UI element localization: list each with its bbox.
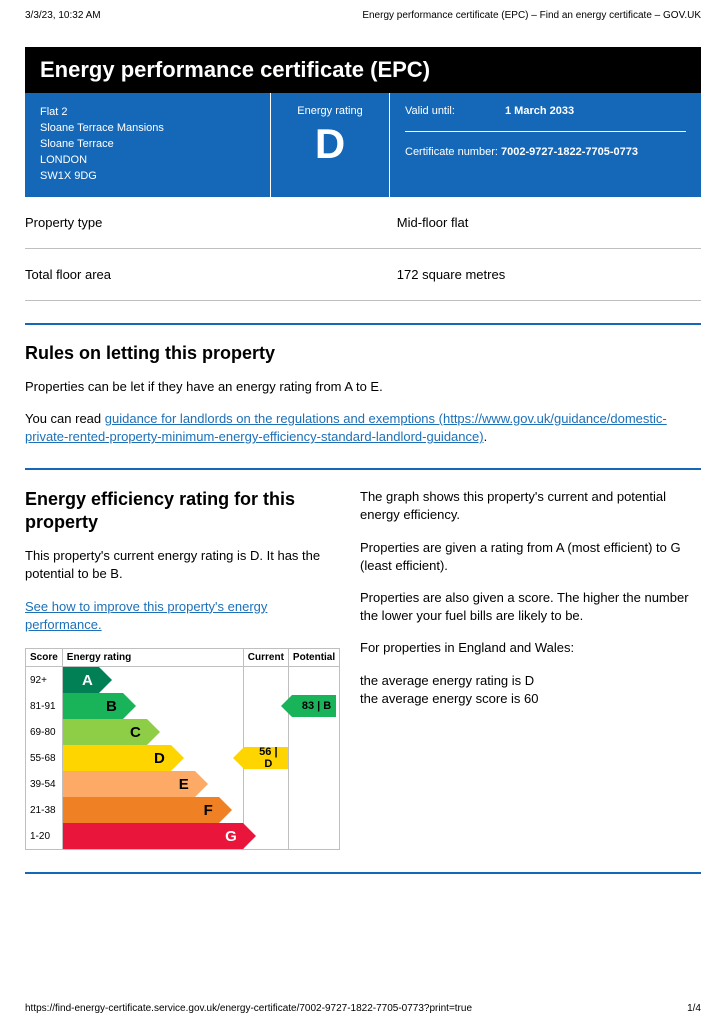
address-line: Sloane Terrace bbox=[40, 137, 255, 153]
bar-b: B bbox=[63, 693, 123, 719]
page-title: Energy performance certificate (EPC) bbox=[25, 47, 701, 93]
score-range: 92+ bbox=[26, 667, 63, 694]
rules-suffix: . bbox=[484, 429, 488, 444]
graph-explain-3: Properties are also given a score. The h… bbox=[360, 589, 701, 625]
property-type-label: Property type bbox=[25, 215, 397, 230]
certificate-number: 7002-9727-1822-7705-0773 bbox=[501, 146, 638, 158]
print-datetime: 3/3/23, 10:32 AM bbox=[25, 10, 101, 21]
address-line: SW1X 9DG bbox=[40, 169, 255, 185]
rules-prefix: You can read bbox=[25, 411, 105, 426]
improve-performance-link[interactable]: See how to improve this property's energ… bbox=[25, 599, 267, 632]
bar-c: C bbox=[63, 719, 147, 745]
score-range: 39-54 bbox=[26, 771, 63, 797]
rating-label: Energy rating bbox=[281, 105, 379, 117]
address-line: Sloane Terrace Mansions bbox=[40, 121, 255, 137]
current-marker: 56 | D bbox=[244, 747, 288, 769]
meta-panel: Valid until: 1 March 2033 Certificate nu… bbox=[390, 93, 701, 197]
th-rating: Energy rating bbox=[62, 649, 243, 667]
section-divider bbox=[25, 468, 701, 470]
rules-heading: Rules on letting this property bbox=[25, 343, 701, 364]
section-divider bbox=[25, 872, 701, 874]
print-doc-title: Energy performance certificate (EPC) – F… bbox=[362, 10, 701, 21]
address-line: LONDON bbox=[40, 153, 255, 169]
floor-area-value: 172 square metres bbox=[397, 267, 701, 282]
efficiency-heading: Energy efficiency rating for this proper… bbox=[25, 488, 335, 533]
th-score: Score bbox=[26, 649, 63, 667]
th-potential: Potential bbox=[288, 649, 339, 667]
efficiency-intro: This property's current energy rating is… bbox=[25, 547, 335, 583]
print-url: https://find-energy-certificate.service.… bbox=[25, 1003, 472, 1014]
graph-explain-4: For properties in England and Wales: bbox=[360, 639, 701, 657]
avg-score-text: the average energy score is 60 bbox=[360, 691, 539, 706]
score-range: 1-20 bbox=[26, 823, 63, 850]
valid-until-label: Valid until: bbox=[405, 105, 505, 117]
bar-d: D bbox=[63, 745, 171, 771]
graph-explain-2: Properties are given a rating from A (mo… bbox=[360, 539, 701, 575]
score-range: 21-38 bbox=[26, 797, 63, 823]
rating-letter: D bbox=[281, 121, 379, 167]
score-range: 81-91 bbox=[26, 693, 63, 719]
valid-until-value: 1 March 2033 bbox=[505, 105, 574, 117]
landlord-guidance-link[interactable]: guidance for landlords on the regulation… bbox=[25, 411, 667, 444]
print-footer: https://find-energy-certificate.service.… bbox=[0, 1003, 726, 1014]
print-page-number: 1/4 bbox=[687, 1003, 701, 1014]
summary-panel: Flat 2 Sloane Terrace Mansions Sloane Te… bbox=[25, 93, 701, 197]
graph-explain-1: The graph shows this property's current … bbox=[360, 488, 701, 524]
th-current: Current bbox=[243, 649, 288, 667]
bar-a: A bbox=[63, 667, 99, 693]
score-range: 55-68 bbox=[26, 745, 63, 771]
property-type-value: Mid-floor flat bbox=[397, 215, 701, 230]
floor-area-label: Total floor area bbox=[25, 267, 397, 282]
certificate-label: Certificate number: bbox=[405, 146, 498, 158]
section-divider bbox=[25, 323, 701, 325]
rules-para-2: You can read guidance for landlords on t… bbox=[25, 410, 701, 446]
potential-marker: 83 | B bbox=[292, 695, 336, 717]
address-panel: Flat 2 Sloane Terrace Mansions Sloane Te… bbox=[25, 93, 270, 197]
property-details: Property type Mid-floor flat Total floor… bbox=[25, 197, 701, 301]
bar-e: E bbox=[63, 771, 195, 797]
address-line: Flat 2 bbox=[40, 105, 255, 121]
bar-f: F bbox=[63, 797, 219, 823]
rating-panel: Energy rating D bbox=[270, 93, 390, 197]
score-range: 69-80 bbox=[26, 719, 63, 745]
avg-rating-text: the average energy rating is D bbox=[360, 673, 534, 688]
rating-chart: Score Energy rating Current Potential 92… bbox=[25, 648, 340, 850]
bar-g: G bbox=[63, 823, 243, 849]
print-header: 3/3/23, 10:32 AM Energy performance cert… bbox=[0, 0, 726, 29]
rules-para-1: Properties can be let if they have an en… bbox=[25, 378, 701, 396]
